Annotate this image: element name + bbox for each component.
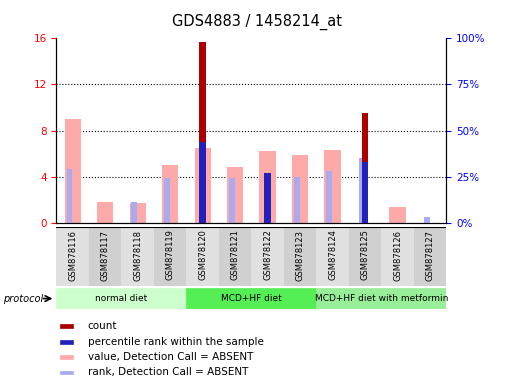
Bar [219, 227, 251, 286]
Text: rank, Detection Call = ABSENT: rank, Detection Call = ABSENT [88, 367, 248, 377]
Text: MCD+HF diet with metformin: MCD+HF diet with metformin [314, 294, 448, 303]
Bar [186, 227, 219, 286]
Bar [317, 288, 446, 309]
Text: GSM878119: GSM878119 [166, 230, 174, 280]
Bar [67, 169, 72, 223]
Text: GSM878116: GSM878116 [68, 230, 77, 281]
Bar [129, 203, 146, 223]
Bar [61, 340, 73, 344]
Text: GSM878122: GSM878122 [263, 230, 272, 280]
Bar [381, 227, 414, 286]
Bar [324, 150, 341, 223]
Text: GSM878125: GSM878125 [361, 230, 369, 280]
Bar [227, 167, 243, 223]
Bar [362, 113, 368, 223]
Bar [89, 227, 122, 286]
Text: value, Detection Call = ABSENT: value, Detection Call = ABSENT [88, 352, 253, 362]
Bar [284, 227, 317, 286]
Bar [154, 227, 186, 286]
Bar [61, 324, 73, 328]
Text: normal diet: normal diet [95, 294, 148, 303]
Bar [264, 173, 271, 223]
Text: GSM878124: GSM878124 [328, 230, 337, 280]
Bar [56, 227, 89, 286]
Text: GSM878126: GSM878126 [393, 230, 402, 281]
Text: protocol: protocol [3, 293, 43, 304]
Bar [162, 165, 179, 223]
Bar [61, 355, 73, 359]
Bar [200, 42, 206, 223]
Bar [65, 119, 81, 223]
Bar [292, 155, 308, 223]
Text: count: count [88, 321, 117, 331]
Bar [164, 179, 170, 223]
Bar [131, 202, 137, 223]
Bar [260, 151, 275, 223]
Text: percentile rank within the sample: percentile rank within the sample [88, 337, 264, 347]
Bar [349, 227, 381, 286]
Bar [186, 288, 317, 309]
Bar [294, 177, 300, 223]
Bar [326, 171, 332, 223]
Text: GSM878127: GSM878127 [426, 230, 435, 281]
Bar [200, 142, 206, 223]
Bar [61, 371, 73, 374]
Bar [362, 162, 368, 223]
Bar [251, 227, 284, 286]
Text: GSM878117: GSM878117 [101, 230, 110, 281]
Bar [359, 158, 365, 223]
Text: GDS4883 / 1458214_at: GDS4883 / 1458214_at [171, 13, 342, 30]
Text: GSM878123: GSM878123 [295, 230, 305, 281]
Bar [424, 217, 430, 223]
Bar [389, 207, 406, 223]
Bar [414, 227, 446, 286]
Text: GSM878120: GSM878120 [198, 230, 207, 280]
Bar [317, 227, 349, 286]
Bar [194, 148, 211, 223]
Text: MCD+HF diet: MCD+HF diet [221, 294, 282, 303]
Bar [122, 227, 154, 286]
Bar [97, 202, 113, 223]
Bar [229, 179, 235, 223]
Text: GSM878118: GSM878118 [133, 230, 142, 281]
Bar [56, 288, 186, 309]
Text: GSM878121: GSM878121 [231, 230, 240, 280]
